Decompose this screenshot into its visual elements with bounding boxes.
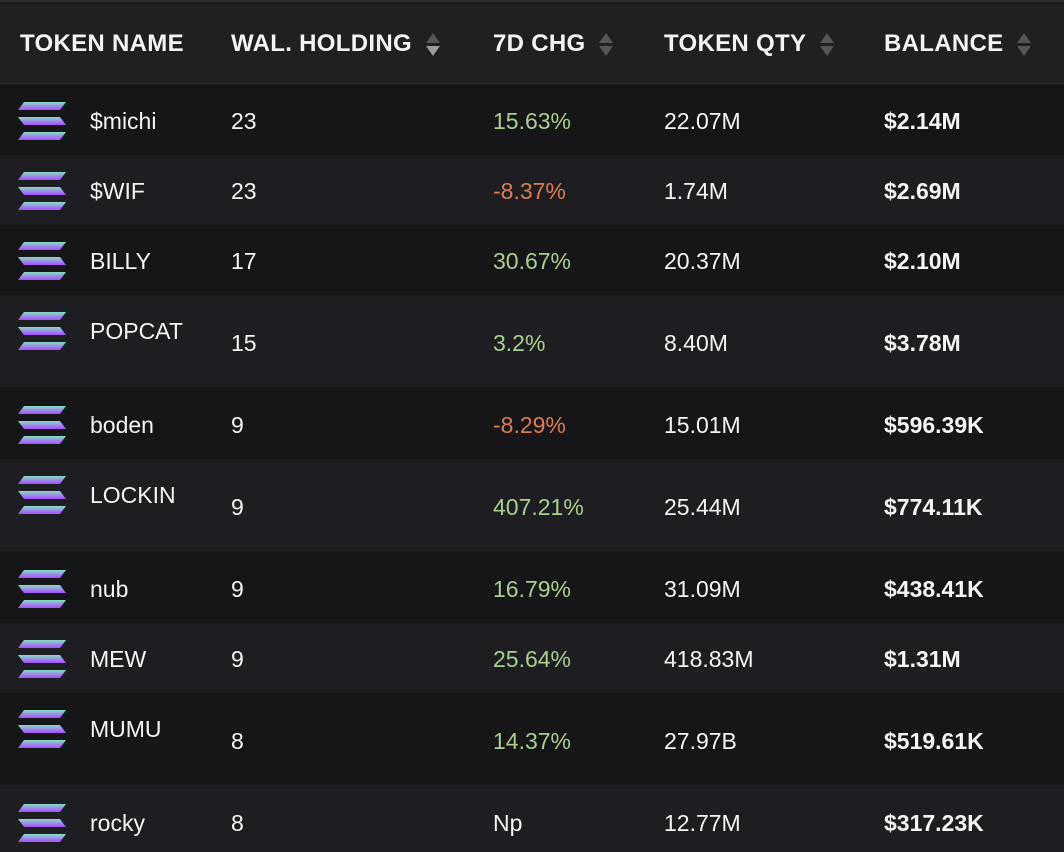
table-row[interactable]: rocky 8 Np 12.77M $317.23K — [0, 785, 1064, 852]
change-7d: 3.2% — [493, 330, 546, 356]
column-header-wal-holding-label: WAL. HOLDING — [231, 30, 412, 57]
token-quantity: 1.74M — [664, 178, 728, 204]
change-7d: 15.63% — [493, 108, 572, 134]
table-row[interactable]: nub 9 16.79% 31.09M $438.41K — [0, 551, 1064, 623]
solana-logo-icon — [18, 640, 66, 678]
balance: $1.31M — [884, 646, 961, 672]
solana-logo-icon — [18, 570, 66, 608]
table-row[interactable]: POPCAT 15 3.2% 8.40M $3.78M — [0, 295, 1064, 387]
column-header-7d-chg-label: 7D CHG — [493, 30, 586, 57]
solana-logo-icon — [18, 102, 66, 140]
balance: $2.69M — [884, 178, 961, 204]
token-name: rocky — [90, 810, 145, 836]
wallet-holding: 9 — [231, 412, 244, 438]
table-row[interactable]: $WIF 23 -8.37% 1.74M $2.69M — [0, 155, 1064, 225]
solana-logo-icon — [18, 242, 66, 280]
token-name: BILLY — [90, 248, 151, 274]
change-7d: 25.64% — [493, 646, 572, 672]
balance: $3.78M — [884, 330, 961, 356]
token-quantity: 27.97B — [664, 728, 737, 754]
wallet-holding: 9 — [231, 646, 244, 672]
solana-logo-icon — [18, 710, 66, 748]
balance: $519.61K — [884, 728, 984, 754]
solana-logo-icon — [18, 476, 66, 514]
solana-logo-icon — [18, 406, 66, 444]
change-7d: 14.37% — [493, 728, 572, 754]
sort-arrows-icon[interactable] — [425, 32, 440, 56]
wallet-holding: 17 — [231, 248, 257, 274]
column-header-token-qty[interactable]: TOKEN QTY — [664, 4, 835, 84]
wallet-holding: 8 — [231, 728, 244, 754]
token-name: boden — [90, 412, 154, 438]
column-header-wal-holding[interactable]: WAL. HOLDING — [231, 4, 440, 84]
table-row[interactable]: $michi 23 15.63% 22.07M $2.14M — [0, 85, 1064, 155]
change-7d: -8.37% — [493, 178, 566, 204]
sort-arrows-icon[interactable] — [820, 32, 835, 56]
table-row[interactable]: LOCKIN 9 407.21% 25.44M $774.11K — [0, 459, 1064, 551]
token-quantity: 418.83M — [664, 646, 754, 672]
token-quantity: 12.77M — [664, 810, 741, 836]
wallet-holding: 8 — [231, 810, 244, 836]
column-header-token-name[interactable]: TOKEN NAME — [20, 4, 184, 84]
change-7d: -8.29% — [493, 412, 566, 438]
table-header: TOKEN NAME WAL. HOLDING 7D CHG TOKEN QTY… — [0, 4, 1064, 84]
token-name: POPCAT — [90, 318, 183, 344]
column-header-balance[interactable]: BALANCE — [884, 4, 1032, 84]
balance: $2.14M — [884, 108, 961, 134]
wallet-holding: 9 — [231, 576, 244, 602]
sort-arrows-icon[interactable] — [599, 32, 614, 56]
balance: $774.11K — [884, 494, 983, 520]
solana-logo-icon — [18, 804, 66, 842]
balance: $317.23K — [884, 810, 984, 836]
column-header-token-name-label: TOKEN NAME — [20, 30, 184, 57]
token-quantity: 31.09M — [664, 576, 741, 602]
wallet-holding: 23 — [231, 178, 257, 204]
token-name: MUMU — [90, 716, 162, 742]
table-row[interactable]: MUMU 8 14.37% 27.97B $519.61K — [0, 693, 1064, 785]
token-quantity: 25.44M — [664, 494, 741, 520]
wallet-holding: 9 — [231, 494, 244, 520]
sort-arrows-icon[interactable] — [1017, 32, 1032, 56]
solana-logo-icon — [18, 312, 66, 350]
token-quantity: 15.01M — [664, 412, 741, 438]
token-name: nub — [90, 576, 129, 602]
balance: $438.41K — [884, 576, 984, 602]
token-name: LOCKIN — [90, 482, 176, 508]
change-7d: 30.67% — [493, 248, 572, 274]
column-header-balance-label: BALANCE — [884, 30, 1004, 57]
token-quantity: 20.37M — [664, 248, 741, 274]
table-row[interactable]: BILLY 17 30.67% 20.37M $2.10M — [0, 225, 1064, 295]
table-row[interactable]: boden 9 -8.29% 15.01M $596.39K — [0, 387, 1064, 459]
token-quantity: 22.07M — [664, 108, 741, 134]
token-name: MEW — [90, 646, 147, 672]
token-name: $WIF — [90, 178, 145, 204]
change-7d: 16.79% — [493, 576, 572, 602]
token-quantity: 8.40M — [664, 330, 728, 356]
change-7d: 407.21% — [493, 494, 584, 520]
table-row[interactable]: MEW 9 25.64% 418.83M $1.31M — [0, 623, 1064, 693]
balance: $596.39K — [884, 412, 984, 438]
solana-logo-icon — [18, 172, 66, 210]
wallet-holding: 23 — [231, 108, 257, 134]
column-header-token-qty-label: TOKEN QTY — [664, 30, 807, 57]
token-name: $michi — [90, 108, 157, 134]
balance: $2.10M — [884, 248, 961, 274]
change-7d: Np — [493, 810, 523, 836]
wallet-holding: 15 — [231, 330, 257, 356]
column-header-7d-chg[interactable]: 7D CHG — [493, 4, 614, 84]
